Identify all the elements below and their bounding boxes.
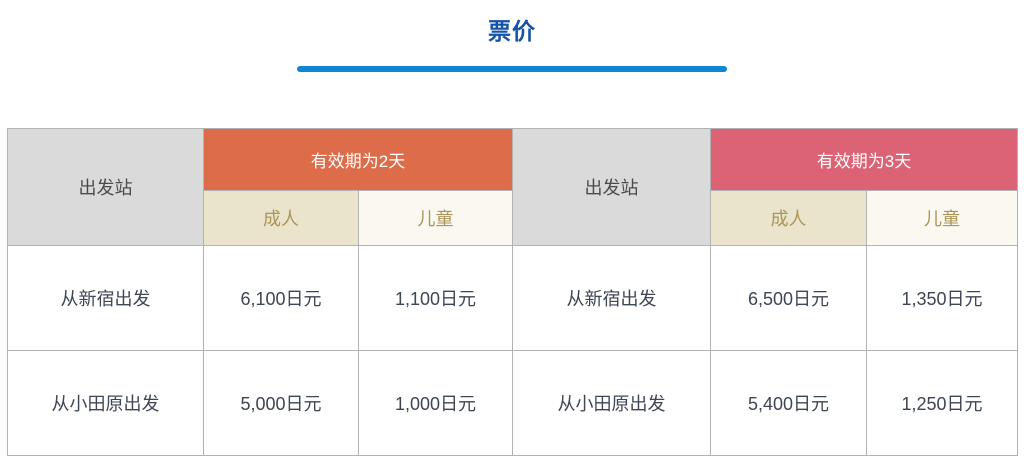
group-header-3day: 有效期为3天: [710, 128, 1018, 191]
child-column-header-2day: 儿童: [358, 190, 513, 246]
group-header-2day: 有效期为2天: [203, 128, 513, 191]
child-price-cell: 1,100日元: [358, 245, 513, 351]
page-title: 票价: [488, 18, 536, 44]
child-price-cell: 1,000日元: [358, 350, 513, 456]
table-row-odawara: 从小田原出发 5,000日元 1,000日元 从小田原出发 5,400日元 1,…: [7, 350, 1018, 456]
table-row-shinjuku: 从新宿出发 6,100日元 1,100日元 从新宿出发 6,500日元 1,35…: [7, 245, 1018, 351]
station-column-header-right: 出发站: [512, 128, 711, 246]
child-price-cell: 1,250日元: [866, 350, 1018, 456]
station-cell: 从小田原出发: [7, 350, 204, 456]
table-group-header-row: 出发站 有效期为2天 出发站 有效期为3天: [7, 128, 1018, 246]
station-cell: 从小田原出发: [512, 350, 711, 456]
adult-price-cell: 5,400日元: [710, 350, 867, 456]
child-column-header-3day: 儿童: [866, 190, 1018, 246]
adult-price-cell: 6,100日元: [203, 245, 359, 351]
title-divider: [297, 66, 727, 72]
adult-column-header-3day: 成人: [710, 190, 867, 246]
table-subheader-row: 成人 儿童 成人 儿童: [8, 190, 1018, 246]
child-price-cell: 1,350日元: [866, 245, 1018, 351]
adult-price-cell: 5,000日元: [203, 350, 359, 456]
station-cell: 从新宿出发: [512, 245, 711, 351]
fare-table: 出发站 有效期为2天 出发站 有效期为3天 成人 儿童 成人 儿童 从新宿出发 …: [7, 128, 1018, 456]
adult-price-cell: 6,500日元: [710, 245, 867, 351]
station-column-header-left: 出发站: [7, 128, 204, 246]
station-cell: 从新宿出发: [7, 245, 204, 351]
adult-column-header-2day: 成人: [203, 190, 359, 246]
